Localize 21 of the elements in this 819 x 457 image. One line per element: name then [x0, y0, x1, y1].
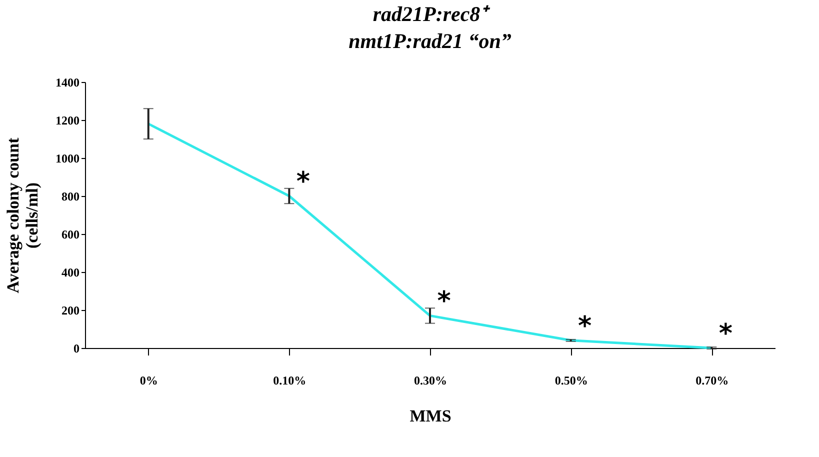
y-axis-title: Average colony count (cells/ml)	[4, 137, 42, 294]
x-tick-label: 0%	[140, 374, 158, 388]
annotation: *	[718, 319, 733, 349]
y-tick-label: 0	[74, 342, 80, 356]
annotation: *	[578, 311, 592, 342]
y-tick-label: 200	[62, 304, 80, 318]
y-tick-label: 1200	[56, 114, 80, 128]
y-tick-label: 400	[62, 266, 80, 280]
chart-subtitle: nmt1P:rad21 “on”	[348, 29, 512, 53]
annotation: *	[296, 167, 310, 197]
y-tick-label: 800	[62, 190, 80, 204]
y-tick-label: 1000	[56, 152, 80, 166]
x-tick-label: 0.30%	[414, 374, 447, 388]
x-tick-label: 0.10%	[273, 374, 306, 388]
x-tick-label: 0.50%	[554, 374, 588, 388]
y-tick-label: 1400	[56, 76, 80, 90]
annotation: *	[437, 286, 452, 317]
x-tick-label: 0.70%	[696, 374, 729, 388]
chart-title: rad21P:rec8⁺	[372, 2, 492, 26]
y-tick-label: 600	[62, 228, 80, 242]
x-axis-title: MMS	[410, 406, 452, 426]
